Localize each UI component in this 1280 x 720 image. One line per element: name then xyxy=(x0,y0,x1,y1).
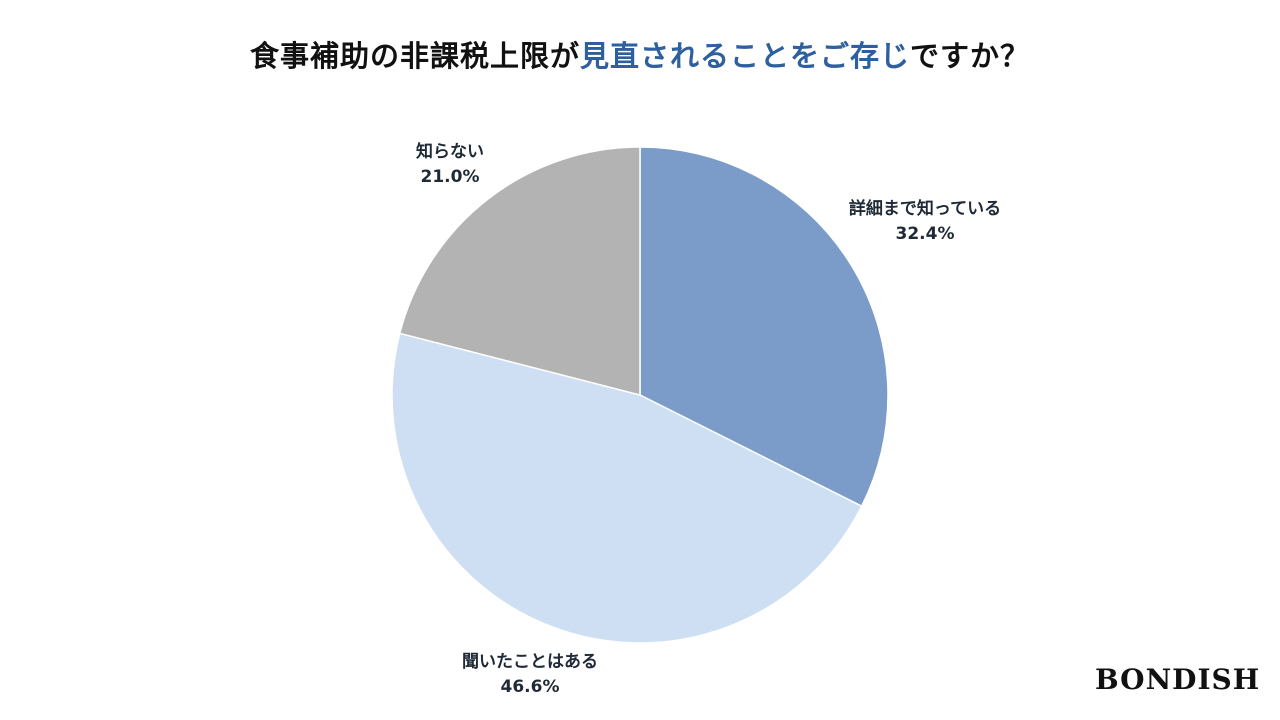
title-highlight: 見直されることをご存じ xyxy=(579,39,910,73)
slice-category: 知らない xyxy=(416,142,484,162)
chart-title: 食事補助の非課税上限が見直されることをご存じですか？ xyxy=(0,33,1280,75)
slice-value: 32.4% xyxy=(895,224,955,244)
slice-label-detail: 詳細まで知っている 32.4% xyxy=(820,197,1030,247)
slice-value: 46.6% xyxy=(500,677,560,697)
slice-category: 詳細まで知っている xyxy=(848,199,1002,219)
pie-slice-2 xyxy=(398,146,641,396)
title-part: 食事補助の非課税上限が xyxy=(249,39,580,73)
slice-value: 21.0% xyxy=(420,167,480,187)
title-part: ですか？ xyxy=(910,39,1031,73)
pie-slice-1 xyxy=(391,332,863,644)
slice-label-unknown: 知らない 21.0% xyxy=(380,140,520,190)
bondish-logo: BONDISH xyxy=(1095,663,1261,696)
slice-label-heard: 聞いたことはある 46.6% xyxy=(430,650,630,700)
pie-slice-0 xyxy=(639,146,889,508)
slice-category: 聞いたことはある xyxy=(462,652,598,672)
